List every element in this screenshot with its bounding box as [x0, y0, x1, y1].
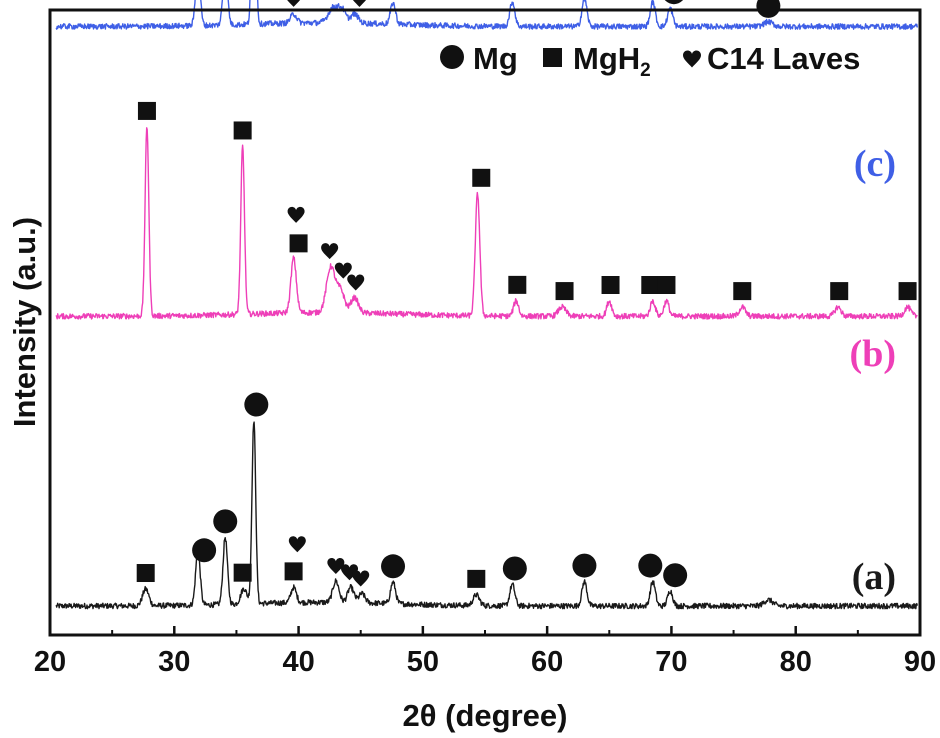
- marker-circle-a-12: [502, 556, 527, 581]
- legend-label-mgh2: MgH2: [573, 41, 651, 81]
- marker-heart-b-5: [334, 262, 352, 279]
- legend-label-mgh2-main: MgH: [573, 41, 640, 76]
- x-tick-label-70: 70: [655, 646, 687, 678]
- marker-heart-a-9: [352, 570, 370, 587]
- trace-b: [55, 127, 918, 320]
- legend-label-c14: C14 Laves: [707, 41, 860, 76]
- legend-square-marker: [543, 48, 562, 67]
- legend: Mg MgH2 C14 Laves: [440, 41, 860, 81]
- marker-square-b-12: [657, 275, 676, 294]
- marker-heart-a-7: [327, 557, 345, 574]
- marker-square-a-0: [136, 564, 155, 583]
- marker-heart-b-4: [321, 243, 339, 260]
- marker-square-a-3: [233, 563, 252, 582]
- marker-square-b-7: [472, 168, 491, 187]
- marker-square-b-10: [601, 275, 620, 294]
- marker-heart-a-8: [341, 564, 359, 581]
- marker-square-b-14: [830, 282, 849, 301]
- x-tick-label-20: 20: [34, 646, 66, 678]
- marker-heart-a-6: [288, 536, 306, 553]
- marker-heart-b-6: [347, 274, 365, 291]
- marker-circle-a-14: [638, 553, 663, 578]
- marker-circle-a-1: [192, 538, 217, 563]
- legend-label-mg: Mg: [473, 41, 518, 76]
- marker-square-b-13: [733, 282, 752, 301]
- x-tick-label-90: 90: [904, 646, 936, 678]
- x-tick-label-30: 30: [158, 646, 190, 678]
- series-label-c: (c): [854, 143, 896, 185]
- series-label-a: (a): [852, 556, 896, 598]
- marker-square-b-0: [137, 101, 156, 120]
- x-tick-label-40: 40: [282, 646, 314, 678]
- marker-circle-a-15: [663, 563, 688, 588]
- legend-heart-marker: [682, 50, 702, 68]
- trace-c: [55, 0, 918, 30]
- marker-circle-a-2: [213, 509, 238, 534]
- marker-circle-a-13: [572, 553, 597, 578]
- marker-heart-c-3: [287, 0, 301, 7]
- marker-circle-a-10: [381, 554, 406, 579]
- marker-circle-c-11: [664, 0, 684, 5]
- trace-a: [55, 421, 918, 610]
- marker-square-a-5: [284, 562, 303, 581]
- x-tick-label-80: 80: [780, 646, 812, 678]
- legend-heart-glyph: [682, 50, 702, 68]
- marker-square-b-11: [641, 275, 660, 294]
- y-axis-label: Intensity (a.u.): [7, 217, 42, 427]
- x-axis-label: 2θ (degree): [403, 698, 568, 733]
- marker-square-b-15: [898, 282, 917, 301]
- marker-square-a-11: [467, 569, 486, 588]
- legend-circle-marker: [440, 45, 464, 69]
- marker-square-b-8: [508, 275, 527, 294]
- marker-square-b-3: [289, 234, 308, 253]
- legend-label-mgh2-sub: 2: [640, 60, 651, 81]
- traces-layer: [55, 0, 918, 610]
- x-axis: 20 30 40 50 60 70 80 90: [34, 626, 936, 678]
- x-tick-label-60: 60: [531, 646, 563, 678]
- x-tick-label-50: 50: [407, 646, 439, 678]
- marker-square-b-9: [555, 282, 574, 301]
- marker-heart-b-2: [287, 206, 305, 223]
- markers-layer: [136, 0, 917, 588]
- marker-square-b-1: [233, 121, 252, 140]
- plot-frame: [48, 8, 922, 637]
- marker-heart-c-6: [352, 0, 367, 8]
- marker-circle-a-4: [244, 392, 269, 417]
- series-label-b: (b): [850, 333, 896, 375]
